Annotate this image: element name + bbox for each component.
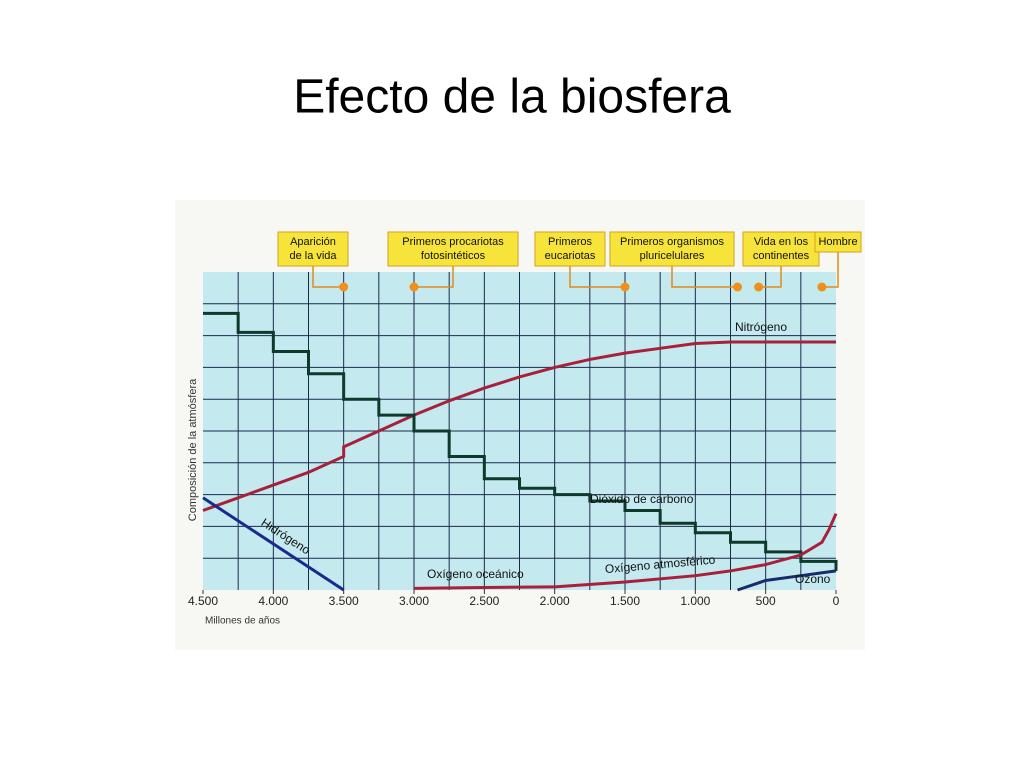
event-dot (339, 282, 349, 292)
series-label: Oxígeno oceánico (427, 567, 524, 581)
event-connector (671, 266, 738, 288)
event-label: fotosintéticos (421, 250, 486, 262)
x-tick-label: 500 (756, 594, 776, 608)
event-connector (569, 266, 625, 288)
x-tick-label: 0 (833, 594, 840, 608)
event-connector (414, 266, 454, 288)
series-line (202, 340, 836, 512)
event-box (742, 231, 820, 267)
series-label: Dióxido de carbono (590, 492, 694, 506)
event-connector (821, 252, 839, 288)
series-line (554, 513, 838, 589)
event-connector (312, 266, 344, 288)
event-label: Aparición (290, 236, 336, 248)
event-label: Primeros (548, 236, 593, 248)
event-label: Primeros organismos (620, 236, 724, 248)
event-dot (733, 282, 743, 292)
event-label: Primeros procariotas (402, 236, 504, 248)
event-box (814, 231, 862, 253)
event-label: pluricelulares (640, 250, 705, 262)
event-label: de la vida (289, 250, 337, 262)
series-label: Nitrógeno (735, 320, 787, 334)
event-box (609, 231, 735, 267)
event-box (277, 231, 349, 267)
series-line (413, 585, 555, 590)
event-label: continentes (753, 250, 810, 262)
event-dot (620, 282, 630, 292)
x-tick-label: 1.000 (680, 594, 710, 608)
event-dot (409, 282, 419, 292)
event-dot (754, 282, 764, 292)
series-line (202, 496, 345, 592)
series-line (737, 569, 837, 592)
event-label: Vida en los (754, 236, 809, 248)
event-label: Hombre (818, 236, 857, 248)
event-box (387, 231, 519, 267)
series-line (203, 311, 838, 571)
x-tick-label: 2.500 (469, 594, 499, 608)
x-tick-label: 3.000 (399, 594, 429, 608)
event-dot (817, 282, 827, 292)
x-tick-label: 4.500 (188, 594, 218, 608)
series-label: Ozono (795, 572, 831, 586)
slide-title: Efecto de la biosfera (293, 71, 731, 124)
x-tick-label: 1.500 (610, 594, 640, 608)
event-label: eucariotas (545, 250, 596, 262)
event-box (534, 231, 606, 267)
x-tick-label: 3.500 (329, 594, 359, 608)
x-tick-label: 2.000 (540, 594, 570, 608)
event-connector (758, 266, 782, 288)
y-axis-label: Composición de la atmósfera (187, 378, 199, 521)
x-tick-label: 4.000 (258, 594, 288, 608)
x-axis-label: Millones de años (205, 616, 280, 627)
